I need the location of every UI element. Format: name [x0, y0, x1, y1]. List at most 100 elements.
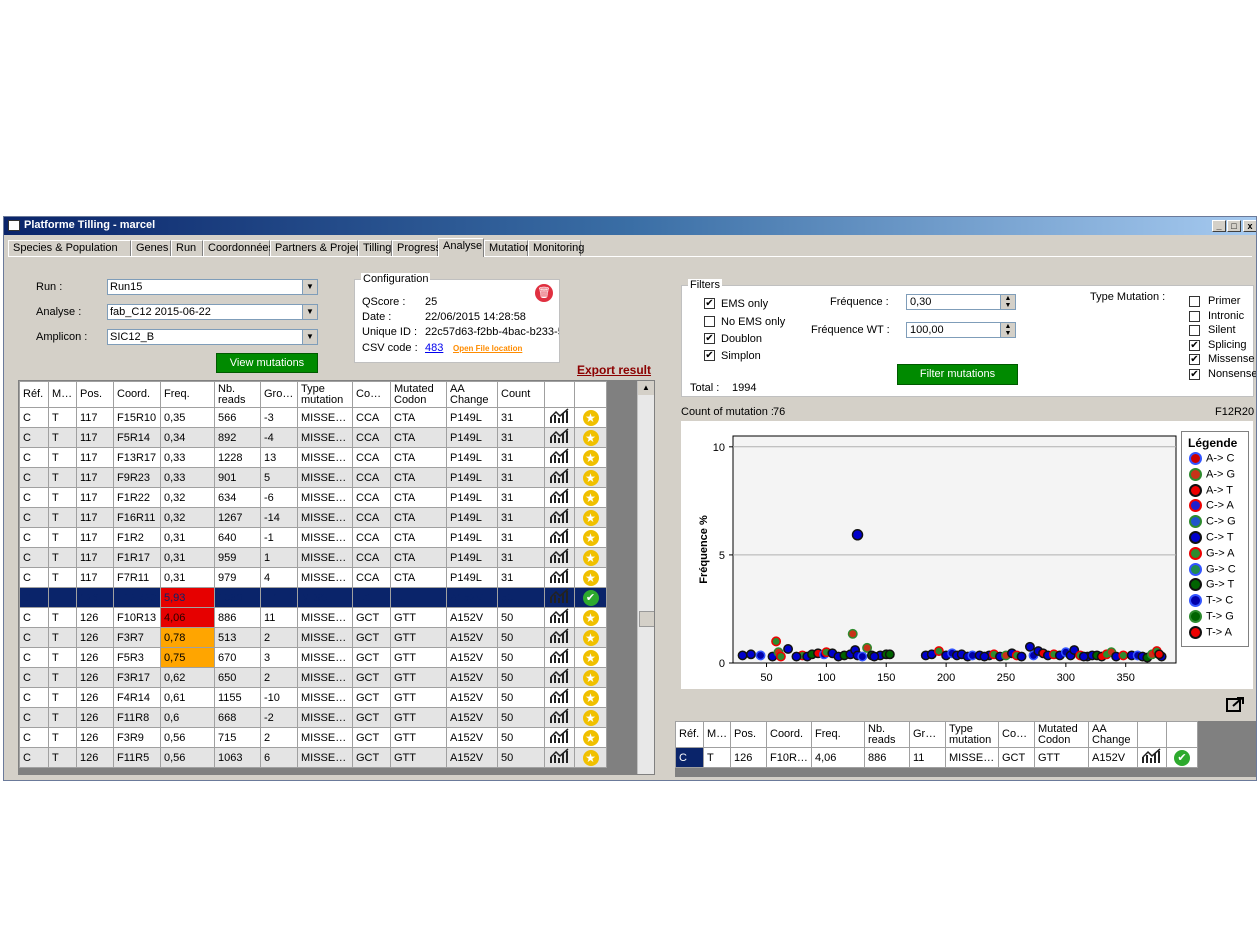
line-chart-icon[interactable]: [549, 468, 570, 487]
simplon-checkbox[interactable]: ✔: [704, 350, 715, 361]
tab-monitoring[interactable]: Monitoring: [528, 240, 584, 256]
chart-cell[interactable]: [544, 627, 575, 648]
star-icon[interactable]: ★: [582, 529, 599, 546]
column-header[interactable]: Nb. reads: [864, 721, 910, 748]
status-cell[interactable]: ★: [574, 747, 607, 768]
star-icon[interactable]: ★: [582, 509, 599, 526]
status-cell[interactable]: ✔: [574, 587, 607, 608]
chart-cell[interactable]: [544, 727, 575, 748]
status-cell[interactable]: ★: [574, 607, 607, 628]
export-icon[interactable]: [1226, 695, 1246, 713]
status-cell[interactable]: ★: [574, 687, 607, 708]
csv-code-link[interactable]: 483: [425, 342, 444, 354]
column-header[interactable]: [544, 381, 575, 408]
chart-cell[interactable]: [544, 447, 575, 468]
status-cell[interactable]: ★: [574, 407, 607, 428]
tab-genes[interactable]: Genes: [131, 240, 171, 256]
tab-species-population[interactable]: Species & Population: [8, 240, 131, 256]
column-header[interactable]: Group: [260, 381, 298, 408]
line-chart-icon[interactable]: [549, 648, 570, 667]
column-header[interactable]: [1137, 721, 1167, 748]
table-row[interactable]: C T 117 F13R17 0,33 1228 13 MISSEN... CCA CTA P149…: [19, 447, 607, 468]
line-chart-icon[interactable]: [549, 668, 570, 687]
line-chart-icon[interactable]: [549, 708, 570, 727]
star-icon[interactable]: ★: [582, 729, 599, 746]
run-select[interactable]: Run15 ▼: [107, 279, 318, 295]
table-row[interactable]: C T 117 F1R17 0,31 959 1 MISSEN... CCA CTA P149L 31…: [19, 547, 607, 568]
column-header[interactable]: [1166, 721, 1198, 748]
line-chart-icon[interactable]: [549, 528, 570, 547]
star-icon[interactable]: ★: [582, 609, 599, 626]
status-cell[interactable]: ★: [574, 527, 607, 548]
chart-cell[interactable]: [544, 547, 575, 568]
type-missense-checkbox[interactable]: ✔: [1189, 354, 1200, 365]
column-header[interactable]: Mut.: [48, 381, 77, 408]
chevron-down-icon[interactable]: ▼: [302, 330, 317, 344]
frequence-wt-input[interactable]: 100,00 ▲ ▼: [906, 322, 1016, 338]
tab-mutation[interactable]: Mutation: [484, 240, 531, 256]
table-row[interactable]: C T 126 F5R3 0,75 670 3 MISSEN... GCT GTT A152V 50 ★: [19, 647, 607, 668]
status-cell[interactable]: ★: [574, 507, 607, 528]
frequence-input[interactable]: 0,30 ▲ ▼: [906, 294, 1016, 310]
tab-partners-projects[interactable]: Partners & Projects: [270, 240, 370, 256]
chart-cell[interactable]: [544, 427, 575, 448]
column-header[interactable]: Type mutation: [297, 381, 353, 408]
table-row[interactable]: C T 126 F11R5 0,56 1063 6 MISSEN... GCT GTT A152V 5…: [19, 747, 607, 768]
minimize-button[interactable]: _: [1212, 220, 1226, 232]
status-cell[interactable]: ✔: [1166, 747, 1198, 768]
scroll-thumb[interactable]: [639, 611, 654, 627]
trash-icon[interactable]: 🗑: [535, 284, 553, 302]
ems-only-checkbox[interactable]: ✔: [704, 298, 715, 309]
star-icon[interactable]: ★: [582, 649, 599, 666]
scroll-up-icon[interactable]: ▲: [638, 381, 654, 395]
chart-cell[interactable]: [544, 507, 575, 528]
table-row[interactable]: C T 126 F11R8 0,6 668 -2 MISSEN... GCT GTT A152V 50…: [19, 707, 607, 728]
line-chart-icon[interactable]: [549, 628, 570, 647]
table-row[interactable]: C T 126 F3R7 0,78 513 2 MISSEN... GCT GTT A152V 50 ★: [19, 627, 607, 648]
chart-cell[interactable]: [1137, 747, 1167, 768]
open-file-location-link[interactable]: Open File location: [453, 344, 523, 353]
column-header[interactable]: AA Change: [1088, 721, 1138, 748]
table-row[interactable]: C T 117 F1R2 0,31 640 -1 MISSEN... CCA CTA P149L 31…: [19, 527, 607, 548]
amplicon-select[interactable]: SIC12_B ▼: [107, 329, 318, 345]
status-cell[interactable]: ★: [574, 727, 607, 748]
star-icon[interactable]: ★: [582, 749, 599, 766]
line-chart-icon[interactable]: [549, 748, 570, 767]
chart-cell[interactable]: [544, 527, 575, 548]
table-row[interactable]: C T 126 F10R13 4,06 886 11 MISSEN... GCT GTT A152V…: [675, 747, 1198, 768]
column-header[interactable]: Nb. reads: [214, 381, 261, 408]
column-header[interactable]: Type mutation: [945, 721, 999, 748]
table-row[interactable]: C T 117 F9R23 0,33 901 5 MISSEN... CCA CTA P149L 31…: [19, 467, 607, 488]
column-header[interactable]: Mut.: [703, 721, 731, 748]
table-row[interactable]: C T 117 F15R10 0,35 566 -3 MISSEN... CCA CTA P149L…: [19, 407, 607, 428]
tab-tilling[interactable]: Tilling: [358, 240, 392, 256]
table-row[interactable]: C T 117 F1R22 0,32 634 -6 MISSEN... CCA CTA P149L 3…: [19, 487, 607, 508]
line-chart-icon[interactable]: [549, 608, 570, 627]
chevron-down-icon[interactable]: ▼: [302, 280, 317, 294]
spinner-icon[interactable]: ▲ ▼: [1000, 323, 1015, 337]
column-header[interactable]: Réf.: [675, 721, 704, 748]
chart-cell[interactable]: [544, 747, 575, 768]
line-chart-icon[interactable]: [549, 548, 570, 567]
star-icon[interactable]: ★: [582, 549, 599, 566]
star-icon[interactable]: ★: [582, 409, 599, 426]
column-header[interactable]: Pos.: [730, 721, 767, 748]
column-header[interactable]: Codon: [352, 381, 391, 408]
status-cell[interactable]: ★: [574, 667, 607, 688]
chart-cell[interactable]: [544, 567, 575, 588]
column-header[interactable]: Coord.: [766, 721, 812, 748]
star-icon[interactable]: ★: [582, 489, 599, 506]
type-silent-checkbox[interactable]: [1189, 325, 1200, 336]
line-chart-icon[interactable]: [1142, 748, 1162, 767]
tab-run[interactable]: Run: [171, 240, 203, 256]
column-header[interactable]: Freq.: [811, 721, 865, 748]
status-cell[interactable]: ★: [574, 447, 607, 468]
column-header[interactable]: Group: [909, 721, 946, 748]
star-icon[interactable]: ★: [582, 629, 599, 646]
chart-cell[interactable]: [544, 607, 575, 628]
check-circle-icon[interactable]: ✔: [1174, 749, 1190, 766]
maximize-button[interactable]: □: [1227, 220, 1241, 232]
table-row[interactable]: C T 117 F5R14 0,34 892 -4 MISSEN... CCA CTA P149L 3…: [19, 427, 607, 448]
no-ems-only-checkbox[interactable]: [704, 316, 715, 327]
column-header[interactable]: Freq.: [160, 381, 215, 408]
